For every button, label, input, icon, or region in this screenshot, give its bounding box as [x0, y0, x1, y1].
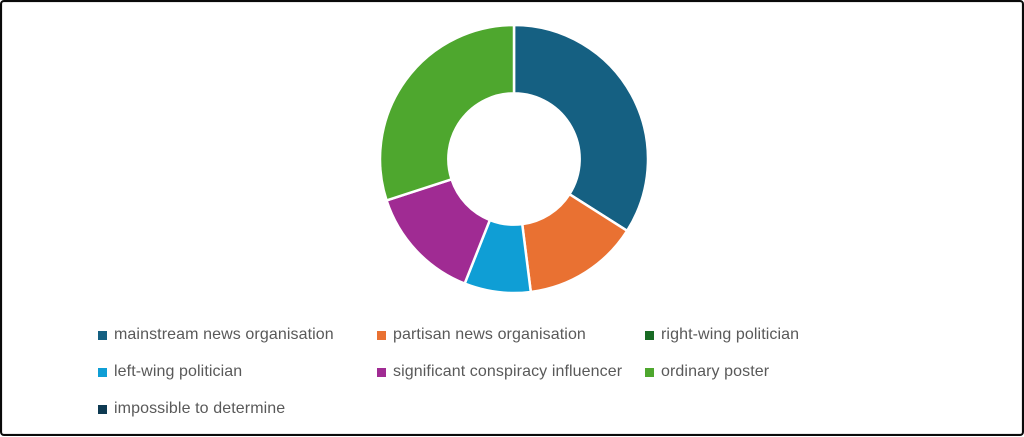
legend-item-partisan-news-organisation: partisan news organisation [377, 326, 645, 344]
legend-item-impossible-to-determine: impossible to determine [98, 400, 377, 418]
chart-legend: mainstream news organisation partisan new… [98, 326, 1014, 437]
legend-swatch-impossible-to-determine [98, 404, 107, 414]
legend-item-ordinary-poster: ordinary poster [645, 363, 769, 381]
legend-label-partisan-news-organisation: partisan news organisation [393, 326, 586, 343]
legend-item-mainstream-news-organisation: mainstream news organisation [98, 326, 377, 344]
donut-segment-ordinary-poster [378, 23, 516, 202]
legend-label-significant-conspiracy-influencer: significant conspiracy influencer [393, 363, 623, 380]
legend-swatch-partisan-news-organisation [377, 330, 386, 340]
legend-item-left-wing-politician: left-wing politician [98, 363, 377, 381]
legend-row: left-wing politician significant conspira… [98, 363, 1014, 400]
donut-segment-mainstream-news-organisation [512, 23, 650, 233]
legend-item-right-wing-politician: right-wing politician [645, 326, 799, 344]
legend-item-significant-conspiracy-influencer: significant conspiracy influencer [377, 363, 645, 381]
legend-swatch-mainstream-news-organisation [98, 330, 107, 340]
legend-label-right-wing-politician: right-wing politician [661, 326, 800, 343]
legend-label-impossible-to-determine: impossible to determine [114, 400, 286, 417]
legend-swatch-ordinary-poster [645, 367, 654, 377]
legend-label-mainstream-news-organisation: mainstream news organisation [114, 326, 334, 343]
legend-row: impossible to determine [98, 400, 1014, 437]
legend-swatch-right-wing-politician [645, 330, 654, 340]
donut-chart [374, 19, 654, 299]
legend-label-left-wing-politician: left-wing politician [114, 363, 243, 380]
donut-chart-svg [378, 23, 650, 295]
legend-swatch-left-wing-politician [98, 367, 107, 377]
legend-swatch-significant-conspiracy-influencer [377, 367, 386, 377]
legend-row: mainstream news organisation partisan new… [98, 326, 1014, 363]
legend-label-ordinary-poster: ordinary poster [661, 363, 770, 380]
